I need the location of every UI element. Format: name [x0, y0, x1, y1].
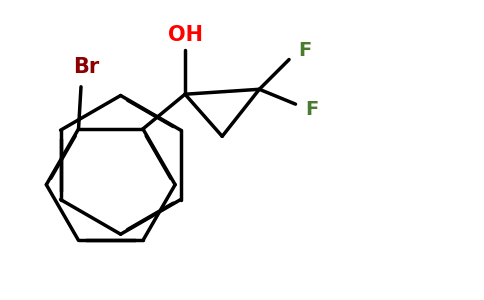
Text: OH: OH: [167, 25, 202, 45]
Text: Br: Br: [73, 57, 99, 77]
Text: F: F: [298, 41, 312, 60]
Text: F: F: [306, 100, 319, 118]
